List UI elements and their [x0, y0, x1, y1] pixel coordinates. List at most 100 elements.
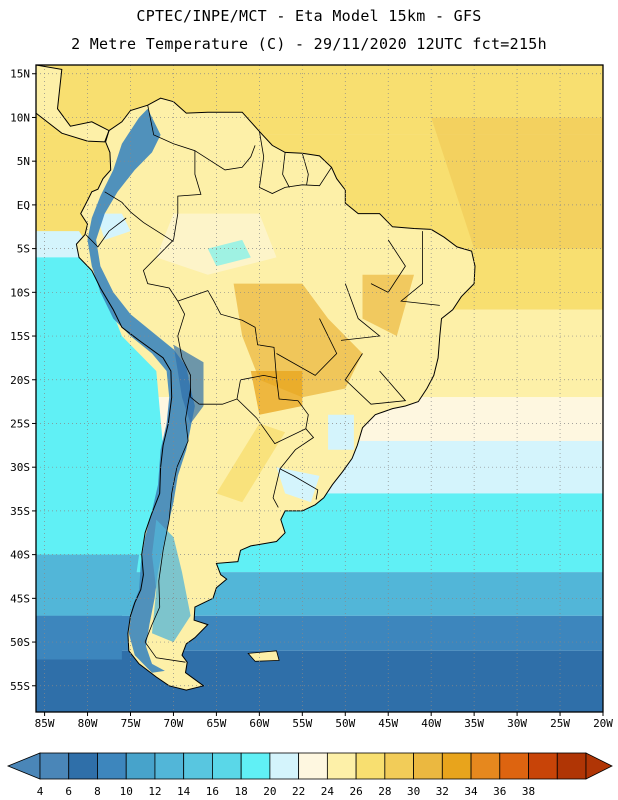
- lon-label: 20W: [593, 717, 613, 730]
- colorbar-segment: [68, 752, 98, 780]
- chart-subtitle: 2 Metre Temperature (C) - 29/11/2020 12U…: [71, 35, 547, 53]
- lon-label: 40W: [421, 717, 441, 730]
- colorbar-segment: [499, 752, 529, 780]
- country-border: [194, 145, 256, 171]
- colorbar-segment: [441, 752, 472, 780]
- colorbar-segment: [413, 752, 443, 780]
- colorbar-segment: [556, 752, 587, 780]
- colorbar-label: 18: [235, 785, 248, 798]
- lat-label: EQ: [17, 199, 30, 212]
- ocean-band: [36, 650, 603, 712]
- country-border: [258, 131, 332, 194]
- pacific-cold-water: [36, 248, 165, 555]
- cool-region: [328, 414, 354, 450]
- colorbar-high-arrow: [585, 752, 613, 780]
- lon-label: 70W: [164, 717, 184, 730]
- colorbar-label: 34: [464, 785, 478, 798]
- colorbar-segment: [154, 752, 185, 780]
- colorbar-label: 14: [177, 785, 191, 798]
- colorbar-label: 32: [436, 785, 449, 798]
- pacific-cold-water: [36, 615, 122, 660]
- colorbar-segment: [212, 752, 242, 780]
- colorbar-segment: [326, 752, 357, 780]
- lon-label: 65W: [206, 717, 226, 730]
- lon-label: 80W: [78, 717, 98, 730]
- colorbar-label: 4: [37, 785, 44, 798]
- lat-label: 35S: [10, 505, 30, 518]
- central-america-land: [36, 65, 109, 142]
- lat-label: 15S: [10, 330, 30, 343]
- colorbar-segment: [39, 752, 70, 780]
- country-border: [272, 468, 281, 508]
- lat-label: 15N: [10, 68, 30, 81]
- colorbar-label: 8: [94, 785, 101, 798]
- coastline: [36, 65, 110, 143]
- lat-label: 5S: [17, 243, 30, 256]
- lat-label: 5N: [17, 155, 30, 168]
- falkland-islands: [247, 650, 280, 662]
- map-frame: [35, 64, 604, 713]
- lon-label: 75W: [121, 717, 141, 730]
- country-border: [177, 290, 277, 405]
- andes-cold-ridge: [87, 108, 195, 673]
- colorbar-label: 36: [493, 785, 506, 798]
- country-border: [400, 231, 440, 306]
- lon-label: 30W: [507, 717, 527, 730]
- coastline: [75, 97, 476, 691]
- colorbar-segment: [269, 752, 300, 780]
- colorbar-segment: [528, 752, 558, 780]
- colorbar-segment: [125, 752, 156, 780]
- country-border: [301, 153, 309, 185]
- colorbar-label: 24: [321, 785, 335, 798]
- map-field: [36, 65, 603, 712]
- lon-label: 55W: [292, 717, 312, 730]
- colorbar-label: 22: [292, 785, 305, 798]
- colorbar-label: 26: [349, 785, 362, 798]
- amazon-region: [156, 213, 277, 275]
- chart-title: CPTEC/INPE/MCT - Eta Model 15km - GFS: [136, 7, 482, 25]
- hot-region: [233, 283, 363, 398]
- colorbar-segment: [183, 752, 213, 780]
- colorbar-segment: [240, 752, 271, 780]
- colorbar-label: 38: [522, 785, 535, 798]
- lon-label: 60W: [249, 717, 269, 730]
- country-border: [144, 388, 191, 663]
- lon-label: 45W: [378, 717, 398, 730]
- colorbar-segment: [97, 752, 127, 780]
- colorbar-segment: [355, 752, 386, 780]
- country-border: [236, 377, 309, 445]
- colorbar-label: 10: [120, 785, 133, 798]
- colorbar-label: 16: [206, 785, 219, 798]
- colorbar-low-arrow: [6, 752, 41, 780]
- altiplano: [173, 344, 204, 424]
- lat-label: 55S: [10, 680, 30, 693]
- lon-label: 50W: [335, 717, 355, 730]
- lat-label: 10N: [10, 111, 30, 124]
- lat-label: 10S: [10, 286, 30, 299]
- lon-label: 25W: [550, 717, 570, 730]
- colorbar-label: 30: [407, 785, 420, 798]
- cool-region: [207, 239, 251, 267]
- warm-region: [216, 423, 286, 503]
- colorbar-segment: [384, 752, 414, 780]
- lat-label: 40S: [10, 549, 30, 562]
- cool-region: [96, 213, 131, 240]
- atlantic-warm-water: [431, 117, 603, 249]
- colorbar-segment: [470, 752, 501, 780]
- lat-label: 50S: [10, 636, 30, 649]
- colorbar-segment: [298, 752, 328, 780]
- country-border: [340, 283, 381, 341]
- lon-label: 35W: [464, 717, 484, 730]
- lon-label: 85W: [35, 717, 55, 730]
- lat-label: 20S: [10, 374, 30, 387]
- country-border: [370, 239, 406, 293]
- colorbar-label: 20: [263, 785, 276, 798]
- colorbar-label: 12: [148, 785, 161, 798]
- country-border: [344, 353, 407, 405]
- colorbar-label: 28: [378, 785, 391, 798]
- colorbar-label: 6: [65, 785, 72, 798]
- hot-region: [250, 371, 303, 415]
- lat-label: 30S: [10, 461, 30, 474]
- lat-label: 25S: [10, 417, 30, 430]
